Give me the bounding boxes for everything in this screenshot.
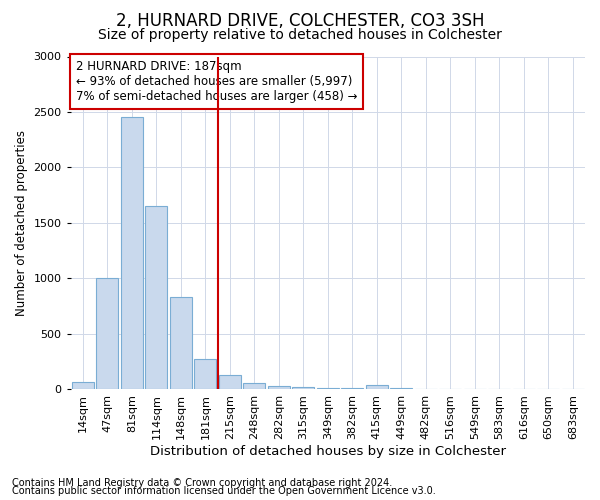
Text: 2, HURNARD DRIVE, COLCHESTER, CO3 3SH: 2, HURNARD DRIVE, COLCHESTER, CO3 3SH [116, 12, 484, 30]
Bar [366, 384, 388, 389]
Bar [219, 374, 241, 389]
Bar [317, 388, 339, 389]
Text: Contains HM Land Registry data © Crown copyright and database right 2024.: Contains HM Land Registry data © Crown c… [12, 478, 392, 488]
Text: Size of property relative to detached houses in Colchester: Size of property relative to detached ho… [98, 28, 502, 42]
Bar [194, 359, 217, 389]
Text: 2 HURNARD DRIVE: 187sqm
← 93% of detached houses are smaller (5,997)
7% of semi-: 2 HURNARD DRIVE: 187sqm ← 93% of detache… [76, 60, 358, 103]
X-axis label: Distribution of detached houses by size in Colchester: Distribution of detached houses by size … [150, 444, 506, 458]
Bar [341, 388, 364, 389]
Bar [72, 382, 94, 389]
Bar [170, 297, 192, 389]
Text: Contains public sector information licensed under the Open Government Licence v3: Contains public sector information licen… [12, 486, 436, 496]
Bar [391, 388, 412, 389]
Bar [292, 386, 314, 389]
Bar [145, 206, 167, 389]
Bar [244, 383, 265, 389]
Y-axis label: Number of detached properties: Number of detached properties [15, 130, 28, 316]
Bar [121, 118, 143, 389]
Bar [268, 386, 290, 389]
Bar [97, 278, 118, 389]
